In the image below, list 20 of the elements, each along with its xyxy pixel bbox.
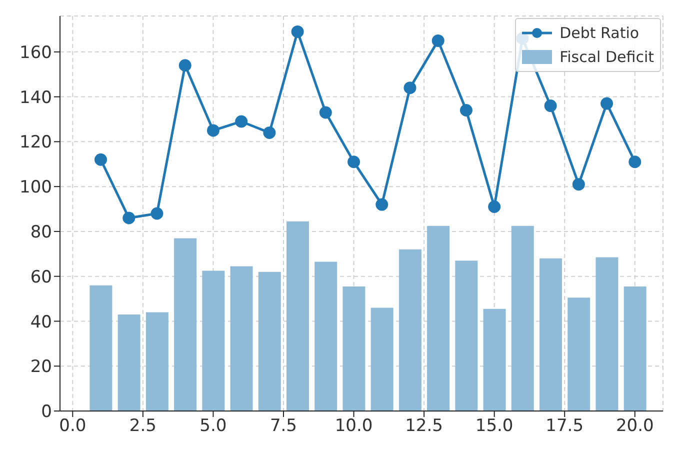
x-tick-label: 20.0 — [616, 416, 654, 436]
y-tick-label: 40 — [30, 312, 52, 332]
x-tick-label: 17.5 — [546, 416, 584, 436]
y-tick-label: 160 — [20, 42, 52, 63]
y-tick-label: 80 — [30, 222, 52, 242]
x-tick-label: 10.0 — [334, 416, 373, 436]
legend-label: Fiscal Deficit — [560, 47, 654, 68]
x-tick-label: 0.0 — [59, 416, 86, 436]
y-tick-label: 0 — [41, 402, 52, 422]
y-tick-label: 20 — [30, 357, 52, 378]
x-tick-label: 15.0 — [475, 416, 514, 436]
x-tick-label: 7.5 — [270, 416, 298, 436]
y-tick-label: 120 — [20, 132, 52, 153]
x-tick-label: 5.0 — [200, 416, 227, 436]
legend-label: Debt Ratio — [560, 23, 640, 44]
y-tick-label: 140 — [20, 88, 52, 108]
x-tick-label: 12.5 — [405, 416, 443, 436]
y-tick-label: 60 — [30, 267, 52, 288]
y-tick-label: 100 — [20, 178, 52, 198]
x-tick-label: 2.5 — [129, 416, 156, 436]
